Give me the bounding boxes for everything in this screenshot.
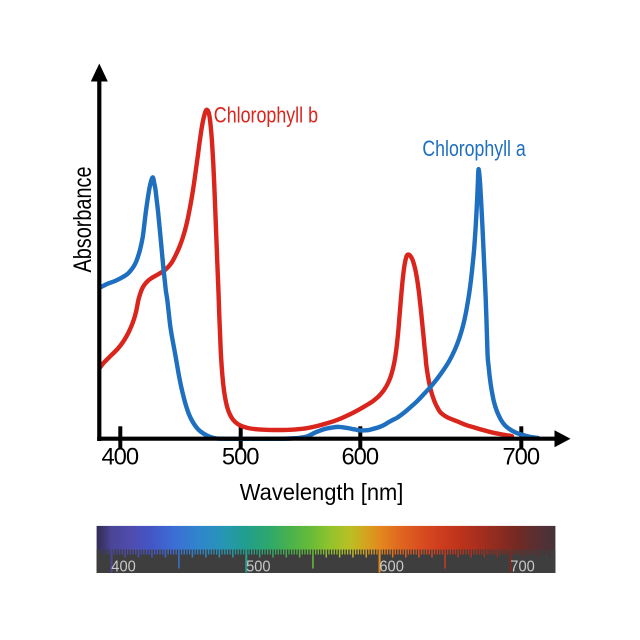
svg-text:Chlorophyll b: Chlorophyll b — [214, 103, 318, 128]
svg-text:600: 600 — [379, 559, 404, 576]
svg-text:Chlorophyll a: Chlorophyll a — [422, 136, 526, 161]
svg-text:400: 400 — [102, 443, 140, 470]
svg-text:600: 600 — [342, 443, 380, 470]
svg-text:Wavelength [nm]: Wavelength [nm] — [240, 479, 404, 505]
svg-text:700: 700 — [503, 443, 541, 470]
svg-text:500: 500 — [222, 443, 260, 470]
svg-text:500: 500 — [246, 559, 271, 576]
svg-text:700: 700 — [510, 559, 535, 576]
svg-text:400: 400 — [111, 559, 136, 576]
svg-text:Absorbance: Absorbance — [70, 167, 97, 273]
